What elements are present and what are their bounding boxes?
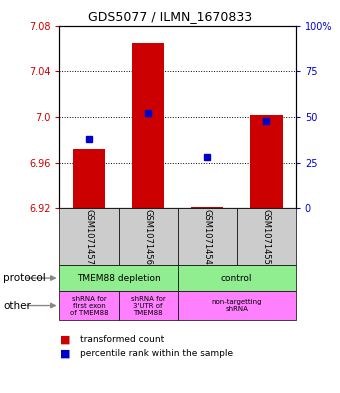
Bar xyxy=(59,291,119,320)
Text: ■: ■ xyxy=(59,349,70,359)
Bar xyxy=(59,265,177,291)
Text: GSM1071456: GSM1071456 xyxy=(143,209,153,265)
Text: shRNA for
first exon
of TMEM88: shRNA for first exon of TMEM88 xyxy=(70,296,108,316)
Text: protocol: protocol xyxy=(3,273,46,283)
Bar xyxy=(237,208,296,265)
Text: non-targetting
shRNA: non-targetting shRNA xyxy=(211,299,262,312)
Text: percentile rank within the sample: percentile rank within the sample xyxy=(80,349,233,358)
Bar xyxy=(73,149,105,208)
Text: ■: ■ xyxy=(59,335,70,345)
Bar xyxy=(177,208,237,265)
Text: shRNA for
3'UTR of
TMEM88: shRNA for 3'UTR of TMEM88 xyxy=(131,296,166,316)
Text: control: control xyxy=(221,274,253,283)
Bar xyxy=(119,208,177,265)
Bar xyxy=(250,115,283,208)
Bar xyxy=(119,291,177,320)
Bar xyxy=(191,207,223,208)
Bar xyxy=(59,208,119,265)
Text: GSM1071457: GSM1071457 xyxy=(85,209,94,265)
Bar xyxy=(177,265,296,291)
Text: GDS5077 / ILMN_1670833: GDS5077 / ILMN_1670833 xyxy=(88,10,252,23)
Text: transformed count: transformed count xyxy=(80,336,164,344)
Bar xyxy=(177,291,296,320)
Text: GSM1071454: GSM1071454 xyxy=(203,209,212,265)
Text: other: other xyxy=(3,301,31,310)
Text: GSM1071455: GSM1071455 xyxy=(262,209,271,265)
Bar xyxy=(132,43,164,208)
Text: TMEM88 depletion: TMEM88 depletion xyxy=(77,274,160,283)
